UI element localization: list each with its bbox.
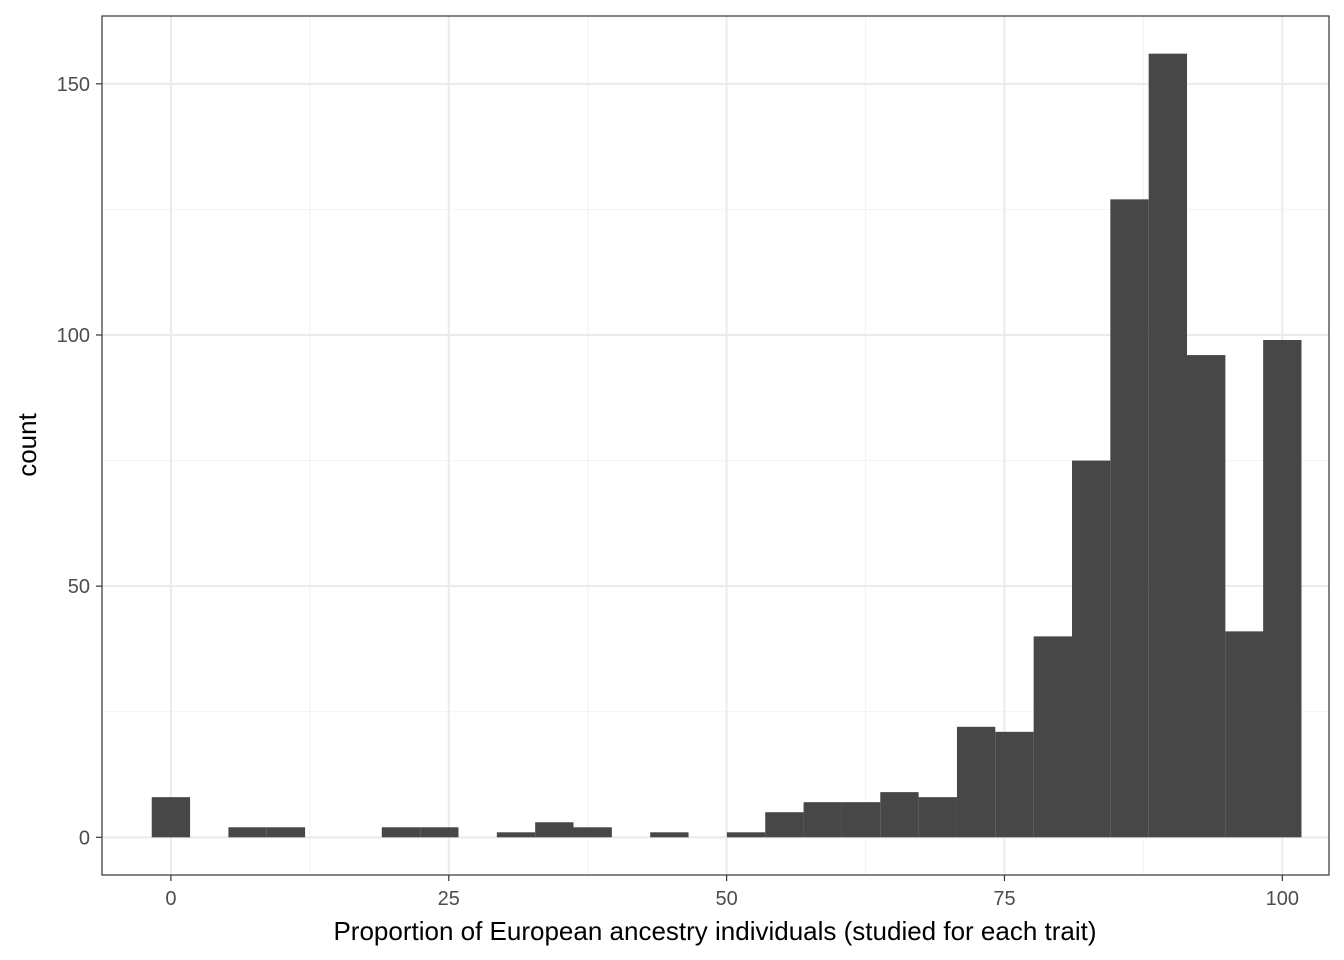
histogram-bar	[880, 792, 919, 838]
histogram-bar	[266, 827, 306, 838]
histogram-bar	[496, 832, 536, 838]
histogram-bar	[1263, 340, 1302, 838]
histogram-bar	[650, 832, 689, 838]
x-tick-label: 100	[1266, 888, 1299, 910]
panel-border	[101, 15, 1330, 876]
x-tick-label: 0	[165, 888, 176, 910]
histogram-bar	[1148, 53, 1188, 838]
histogram-bar	[420, 827, 459, 838]
y-axis-title: count	[12, 412, 42, 476]
x-tick-label: 50	[715, 888, 737, 910]
histogram-bar	[803, 802, 842, 838]
histogram-bar	[1033, 636, 1072, 838]
y-tick-label: 50	[68, 576, 90, 598]
histogram-bar	[841, 802, 881, 838]
x-axis-title: Proportion of European ancestry individu…	[333, 916, 1096, 946]
histogram-bar	[535, 822, 574, 838]
x-tick-label: 25	[438, 888, 460, 910]
y-axis: 0 50 100 150	[57, 74, 102, 849]
histogram-bar	[726, 832, 766, 838]
histogram-bar	[151, 797, 191, 838]
histogram-bars	[151, 53, 1302, 838]
histogram-bar	[1110, 199, 1149, 838]
y-tick-label: 0	[79, 827, 90, 849]
x-tick-label: 75	[993, 888, 1015, 910]
histogram-bar	[765, 812, 804, 838]
histogram-bar	[228, 827, 267, 838]
histogram-bar	[956, 726, 996, 838]
histogram-bar	[1225, 631, 1264, 838]
histogram-bar	[1071, 460, 1111, 838]
x-axis: 0 25 50 75 100	[165, 875, 1299, 910]
histogram-bar	[1187, 355, 1226, 838]
histogram-bar	[573, 827, 612, 838]
histogram-bar	[995, 731, 1034, 838]
histogram-bar	[381, 827, 421, 838]
y-tick-label: 100	[57, 325, 90, 347]
histogram-bar	[918, 797, 957, 838]
y-tick-label: 150	[57, 74, 90, 96]
